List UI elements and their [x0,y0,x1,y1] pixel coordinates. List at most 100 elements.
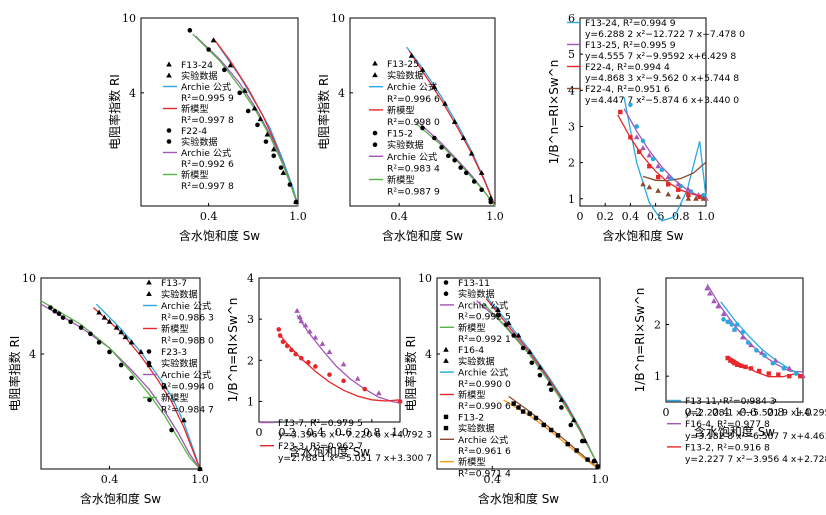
legend-entry: Archie 公式 [181,147,231,159]
data-point [515,332,522,338]
legend-marker [443,425,449,431]
data-point [147,397,152,403]
legend-entry: R²=0.997 8 [181,115,234,126]
data-point [289,347,294,353]
data-point [471,179,477,184]
legend-entry: 新模型 [458,389,486,401]
data-point [707,290,713,296]
data-point [302,322,309,328]
data-point [319,340,326,346]
legend-entry: 实验数据 [181,136,218,148]
data-point [568,422,574,428]
legend-entry: y=2.228 1 x²−5.521 9 x+4.295 9 [685,408,826,419]
data-point [704,285,710,291]
data-point [537,364,543,370]
data-point [628,135,633,140]
legend-entry: F13-25 [387,59,419,70]
data-point [340,361,347,367]
data-point [548,427,554,433]
data-point [210,37,217,43]
legend-entry: R²=0.992 6 [181,159,234,170]
y-tick-label: 10 [22,272,36,285]
legend-entry: y=2.227 7 x²−3.956 4 x+2.728 7 [685,454,826,465]
data-point [312,334,319,340]
x-tick-label: 0.4 [390,210,408,223]
legend-marker [372,72,378,78]
fit-line [415,122,496,207]
legend-entry: F13-24 [181,60,213,71]
data-point [505,320,512,326]
plot-frame [436,277,601,470]
data-point [756,368,762,374]
legend-entry: Archie 公式 [387,151,437,163]
legend-entry: y=2.788 1 x²−5.051 7 x+3.300 7 [278,453,432,464]
plot-frame [258,277,401,423]
legend-entry: 实验数据 [161,289,198,301]
x-axis-label: 含水饱和度 Sw [382,228,463,243]
data-point [728,358,733,363]
legend-entry: F13-7 [161,278,187,289]
data-point [263,139,269,144]
data-point [548,387,554,393]
data-point [720,311,727,317]
data-point [570,417,577,423]
legend-entry: 实验数据 [458,355,495,367]
data-point [743,364,748,370]
data-point [748,366,754,371]
y-tick-label: 4 [129,87,136,100]
data-point [206,47,211,52]
data-point [655,187,661,193]
y-axis-label: 1/B^n=RI×Sw^n [547,60,561,165]
data-point [326,349,333,355]
y-tick-label: 4 [338,87,345,100]
data-point [526,348,533,354]
x-tick-label: 0 [577,210,584,223]
fit-line [617,114,707,198]
legend-entry: F16-4, R²=0.977 8 [685,419,770,430]
legend-entry: R²=0.986 3 [161,313,214,324]
y-axis-label: 电阻率指数 RI [107,74,122,150]
x-tick-label: 1.0 [391,426,409,439]
data-point [776,372,781,377]
fit-line [482,302,601,470]
data-point [452,158,457,163]
data-point [297,314,303,320]
data-point [442,100,448,106]
data-point [770,360,776,366]
legend-entry: 新模型 [387,104,415,116]
y-tick-label: 1 [568,193,575,206]
legend-entry: F22-4, R²=0.951 6 [585,84,670,95]
legend-marker [372,130,378,136]
chart-panel-7: 0 0.2 0.4 0.6 0.8 1.0 1 2 含水饱和度 Sw 1/B^n=RI×Sw^n F… [633,277,826,465]
legend-entry: Archie 公式 [161,369,211,381]
legend-entry: F23-3 [161,347,187,358]
data-point [479,187,484,193]
data-point [675,193,682,199]
x-tick-label: 0.6 [739,406,757,419]
legend-entry: 新模型 [181,103,209,115]
legend-marker [166,128,172,133]
data-point [181,417,187,423]
data-point [646,184,653,190]
data-point [118,329,124,335]
data-point [655,163,661,169]
legend-entry: 新模型 [181,169,209,181]
data-point [675,181,682,187]
legend-entry: y=4.447 7 x²−5.874 6 x+3.440 0 [585,95,739,106]
x-tick-label: 0.4 [101,473,119,486]
data-point [306,360,311,365]
y-tick-label: 6 [568,12,575,25]
data-point [88,331,93,337]
legend-marker [146,279,152,285]
y-tick-label: 3 [568,120,575,133]
data-point [640,181,646,187]
y-tick-label: 2 [568,157,575,170]
data-point [739,334,746,340]
legend-marker [372,142,378,147]
legend-entry: R²=0.990 6 [458,401,511,412]
data-point [735,362,740,367]
data-point [96,309,102,315]
data-point [701,192,706,198]
x-tick-label: 0.4 [712,406,730,419]
